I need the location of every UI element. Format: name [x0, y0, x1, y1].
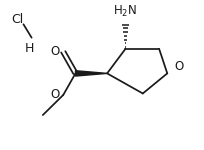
Text: H: H [25, 42, 34, 55]
Text: Cl: Cl [11, 13, 23, 26]
Text: O: O [50, 88, 60, 101]
Text: H$_2$N: H$_2$N [113, 4, 137, 19]
Text: O: O [174, 60, 184, 73]
Polygon shape [75, 71, 107, 76]
Text: O: O [51, 45, 60, 58]
